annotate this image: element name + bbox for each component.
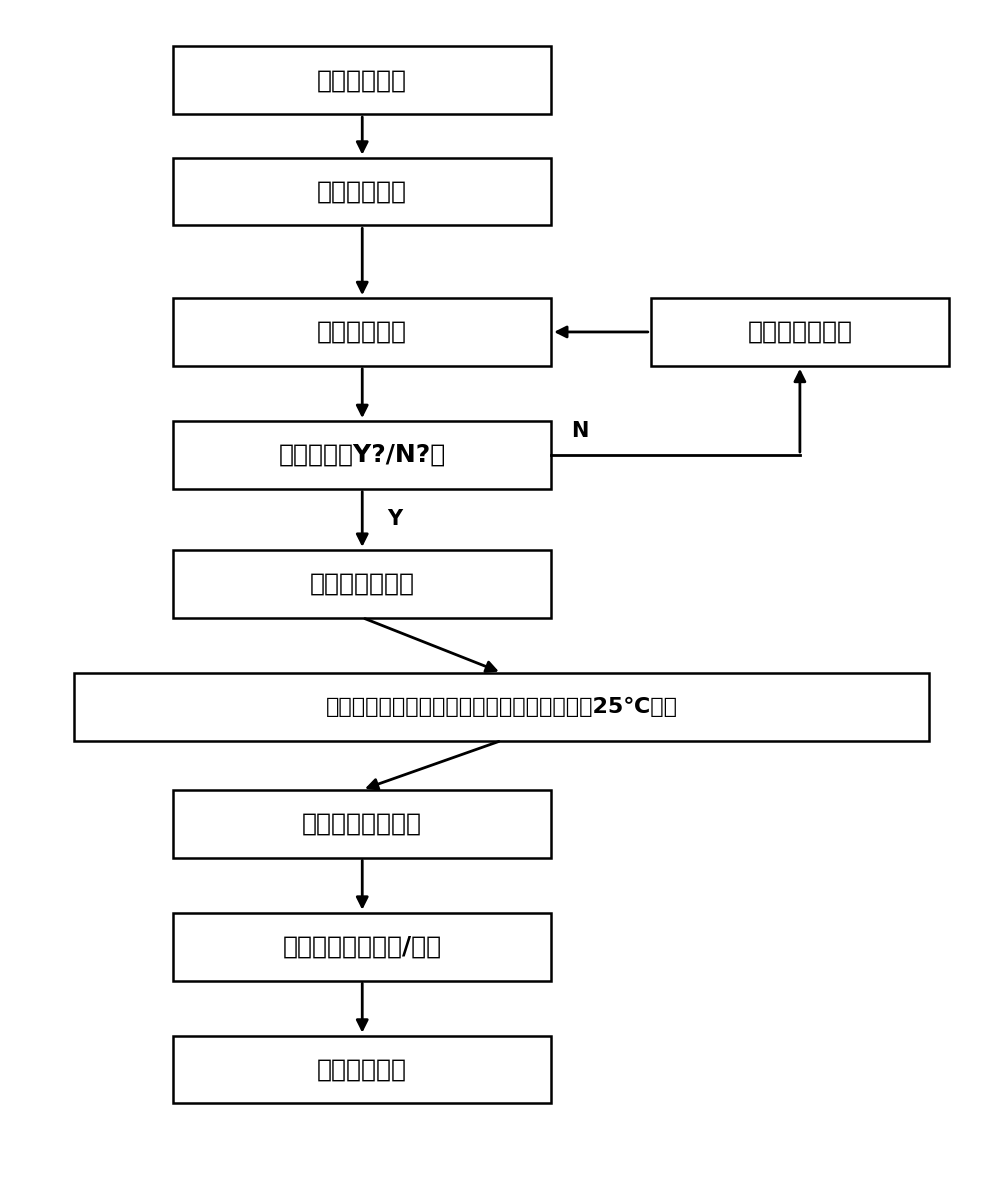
Bar xyxy=(173,46,551,114)
Bar xyxy=(74,672,928,740)
Text: 测试正常（Y?/N?）: 测试正常（Y?/N?） xyxy=(279,443,446,467)
Bar xyxy=(173,421,551,489)
Bar xyxy=(173,549,551,618)
Bar xyxy=(173,913,551,981)
Text: 常温频率检测: 常温频率检测 xyxy=(317,320,407,344)
Bar xyxy=(173,790,551,857)
Bar xyxy=(650,298,948,365)
Text: 测试数据自动保存: 测试数据自动保存 xyxy=(302,811,422,836)
Bar xyxy=(173,1035,551,1104)
Text: Y: Y xyxy=(387,509,402,529)
Text: 温度曲线设置: 温度曲线设置 xyxy=(317,179,407,204)
Text: 测试完毕，频率采集停止、高低温试验笱恢复25℃待机: 测试完毕，频率采集停止、高低温试验笱恢复25℃待机 xyxy=(326,697,676,717)
Text: 启动全自动测试: 启动全自动测试 xyxy=(310,572,415,595)
Text: N: N xyxy=(570,421,588,441)
Text: 测试工位设置: 测试工位设置 xyxy=(317,68,407,92)
Text: 人工拷贝测试数据/另存: 人工拷贝测试数据/另存 xyxy=(283,935,441,959)
Bar xyxy=(173,298,551,365)
Text: 人工检查、纠正: 人工检查、纠正 xyxy=(746,320,852,344)
Text: 系列数据分析: 系列数据分析 xyxy=(317,1058,407,1081)
Bar xyxy=(173,158,551,225)
